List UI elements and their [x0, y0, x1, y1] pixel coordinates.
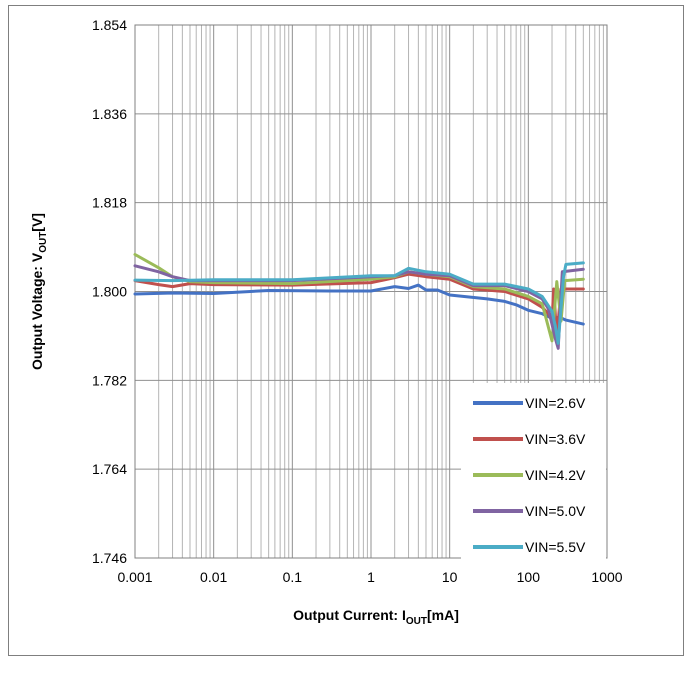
legend-label: VIN=5.5V: [525, 539, 586, 555]
y-tick-label: 1.854: [92, 17, 127, 33]
x-axis-title-prefix: Output Current: I: [293, 607, 406, 623]
x-tick-labels: 0.001 0.01 0.1 1 10 100 1000: [117, 569, 622, 585]
legend-label: VIN=2.6V: [525, 395, 586, 411]
y-tick-label: 1.818: [92, 195, 127, 211]
y-tick-label: 1.836: [92, 106, 127, 122]
series-lines: [133, 253, 585, 350]
x-tick-label: 0.1: [283, 569, 303, 585]
chart-frame: 1.854 1.836 1.818 1.800 1.782 1.764 1.746 0.00…: [8, 5, 684, 656]
x-tick-label: 1000: [591, 569, 622, 585]
legend-label: VIN=4.2V: [525, 467, 586, 483]
x-axis-title-sub: OUT: [406, 616, 427, 627]
x-tick-label: 10: [442, 569, 458, 585]
x-tick-label: 0.01: [200, 569, 227, 585]
y-tick-labels: 1.854 1.836 1.818 1.800 1.782 1.764 1.746: [92, 17, 127, 566]
series-line-2: [133, 272, 585, 340]
y-tick-label: 1.800: [92, 284, 127, 300]
y-axis-title-prefix: Output Voltage: V: [29, 252, 45, 370]
x-tick-label: 0.001: [117, 569, 152, 585]
series-line-5: [133, 261, 585, 345]
x-axis-title-suffix: [mA]: [427, 607, 459, 623]
x-tick-label: 1: [367, 569, 375, 585]
plot-area: [134, 24, 608, 559]
x-axis-title: Output Current: IOUT[mA]: [293, 607, 459, 627]
y-tick-label: 1.782: [92, 372, 127, 388]
legend-label: VIN=5.0V: [525, 503, 586, 519]
legend-label: VIN=3.6V: [525, 431, 586, 447]
chart-svg: 1.854 1.836 1.818 1.800 1.782 1.764 1.746 0.00…: [29, 17, 623, 627]
x-tick-label: 100: [517, 569, 541, 585]
y-axis-title-suffix: [V]: [29, 213, 45, 232]
y-axis-title: Output Voltage: VOUT[V]: [29, 213, 49, 370]
y-tick-label: 1.746: [92, 550, 127, 566]
y-tick-label: 1.764: [92, 461, 127, 477]
y-axis-title-sub: OUT: [38, 232, 49, 253]
legend: VIN=2.6V VIN=3.6V VIN=4.2V VIN=5.0V VIN=5.5V: [461, 383, 606, 567]
